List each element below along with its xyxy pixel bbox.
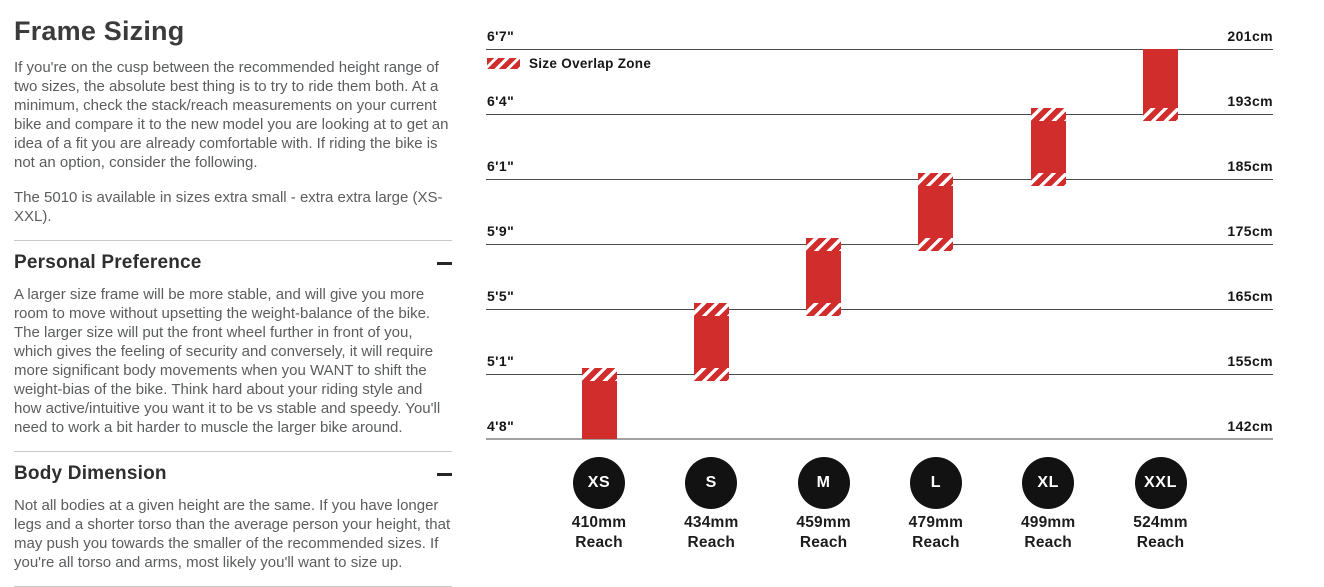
height-gridline bbox=[486, 309, 1273, 310]
size-circle-xs: XS bbox=[573, 457, 625, 509]
minus-icon bbox=[437, 472, 452, 476]
size-bar-s bbox=[693, 303, 729, 381]
height-label-cm: 142cm bbox=[1227, 418, 1273, 434]
reach-caption: Reach bbox=[912, 534, 960, 551]
reach-caption: Reach bbox=[799, 534, 848, 551]
height-label-ft: 5'9" bbox=[487, 223, 515, 239]
size-bar-m bbox=[806, 238, 842, 316]
size-bar-l bbox=[918, 173, 954, 251]
reach-label-xxl: 524mm Reach bbox=[1113, 513, 1209, 553]
height-label-ft: 5'1" bbox=[487, 353, 515, 369]
height-label-cm: 201cm bbox=[1227, 28, 1273, 44]
size-circle-xxl: XXL bbox=[1134, 457, 1187, 509]
reach-label-m: 459mm Reach bbox=[776, 513, 872, 553]
size-circle-label: L bbox=[930, 474, 942, 491]
section-title: Body Dimension bbox=[14, 463, 167, 484]
height-label-ft: 5'5" bbox=[487, 288, 515, 304]
height-label-cm: 193cm bbox=[1227, 93, 1273, 109]
overlap-hatch-top bbox=[806, 238, 842, 251]
height-label-cm: 155cm bbox=[1227, 353, 1273, 369]
height-label-cm: 185cm bbox=[1227, 158, 1273, 174]
size-circle-label: XXL bbox=[1144, 474, 1177, 491]
reach-caption: Reach bbox=[1136, 534, 1185, 551]
reach-label-xl: 499mm Reach bbox=[1000, 513, 1096, 553]
overlap-hatch-bottom bbox=[918, 238, 954, 251]
height-gridline bbox=[486, 438, 1273, 440]
overlap-hatch-bottom bbox=[1143, 108, 1178, 121]
size-circle-label: S bbox=[705, 474, 717, 491]
reach-label-l: 479mm Reach bbox=[888, 513, 984, 553]
height-gridline bbox=[486, 374, 1273, 375]
size-circle-xl: XL bbox=[1022, 457, 1075, 509]
body-dimension-paragraph: Not all bodies at a given height are the… bbox=[14, 497, 451, 571]
height-label-ft: 4'8" bbox=[487, 418, 515, 434]
availability-paragraph: The 5010 is available in sizes extra sma… bbox=[14, 189, 443, 225]
personal-preference-paragraph: A larger size frame will be more stable,… bbox=[14, 286, 441, 436]
intro-paragraph: If you're on the cusp between the recomm… bbox=[14, 59, 449, 171]
overlap-zone-swatch-icon bbox=[487, 58, 520, 69]
height-gridline bbox=[486, 179, 1273, 180]
section-divider bbox=[14, 451, 452, 452]
overlap-hatch-top bbox=[1030, 108, 1066, 121]
reach-value: 499mm bbox=[1020, 514, 1076, 531]
size-circle-label: XL bbox=[1037, 474, 1060, 491]
reach-caption: Reach bbox=[1024, 534, 1072, 551]
height-label-ft: 6'4" bbox=[487, 93, 515, 109]
section-header-personal-preference: Personal Preference bbox=[14, 252, 452, 274]
section-title: Personal Preference bbox=[14, 252, 202, 273]
reach-label-s: 434mm Reach bbox=[663, 513, 759, 553]
frame-sizing-panel: Frame Sizing If you're on the cusp betwe… bbox=[14, 16, 452, 587]
size-circle-label: XS bbox=[587, 474, 611, 491]
size-circle-label: M bbox=[816, 474, 831, 491]
size-circle-s: S bbox=[685, 457, 738, 509]
height-gridline bbox=[486, 244, 1273, 245]
minus-icon bbox=[437, 261, 452, 265]
height-label-ft: 6'1" bbox=[487, 158, 515, 174]
frame-sizing-chart: Size Overlap Zone 6'7" 201cm 6'4" 193cm 6'1"… bbox=[486, 0, 1273, 586]
reach-value: 524mm bbox=[1133, 514, 1188, 531]
reach-value: 479mm bbox=[908, 514, 964, 531]
reach-value: 434mm bbox=[684, 514, 739, 531]
size-circle-m: M bbox=[797, 457, 850, 509]
reach-value: 459mm bbox=[796, 514, 851, 531]
height-label-cm: 165cm bbox=[1227, 288, 1273, 304]
overlap-hatch-top bbox=[918, 173, 954, 186]
legend-label: Size Overlap Zone bbox=[529, 56, 652, 71]
size-bar-xxl bbox=[1143, 49, 1178, 121]
height-label-ft: 6'7" bbox=[487, 28, 515, 44]
collapse-toggle-personal-preference[interactable] bbox=[437, 258, 452, 269]
size-bar-xl bbox=[1030, 108, 1066, 186]
height-gridline bbox=[486, 49, 1273, 50]
height-gridline bbox=[486, 114, 1273, 115]
overlap-hatch-top bbox=[581, 368, 617, 381]
page-title: Frame Sizing bbox=[14, 16, 185, 46]
section-header-body-dimension: Body Dimension bbox=[14, 463, 452, 485]
reach-value: 410mm bbox=[571, 514, 627, 531]
reach-caption: Reach bbox=[575, 534, 623, 551]
overlap-hatch-bottom bbox=[1030, 173, 1066, 186]
height-label-cm: 175cm bbox=[1227, 223, 1273, 239]
size-circle-l: L bbox=[909, 457, 962, 509]
reach-caption: Reach bbox=[687, 534, 736, 551]
size-bar-xs bbox=[581, 368, 617, 439]
section-divider bbox=[14, 240, 452, 241]
collapse-toggle-body-dimension[interactable] bbox=[437, 469, 452, 480]
chart-legend: Size Overlap Zone bbox=[487, 56, 651, 71]
overlap-hatch-bottom bbox=[806, 303, 842, 316]
overlap-hatch-top bbox=[693, 303, 729, 316]
overlap-hatch-bottom bbox=[693, 368, 729, 381]
reach-label-xs: 410mm Reach bbox=[551, 513, 647, 553]
